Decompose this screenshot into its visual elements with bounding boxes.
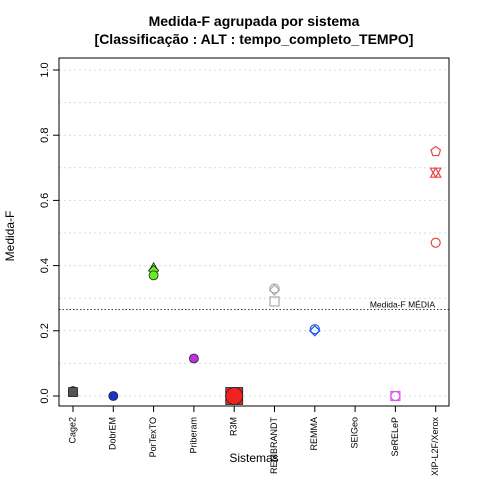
mean-reference-label: Medida-F MÉDIA (370, 300, 436, 310)
data-point-serelep (390, 390, 401, 402)
data-point-rembrandt (269, 296, 280, 307)
data-point-remma (308, 324, 321, 337)
y-tick-label: 0.8 (39, 128, 51, 143)
x-tick-label: XIP-L2F/Xerox (430, 417, 440, 477)
y-tick-label: 1.0 (39, 62, 51, 77)
chart-title: Medida-F agrupada por sistema (149, 13, 360, 29)
x-tick-label: Priberam (188, 417, 198, 454)
x-axis-label: Sistemas (229, 451, 278, 465)
y-tick-label: 0.0 (39, 388, 51, 403)
data-point-xip-l2f-xerox (430, 237, 441, 248)
data-point-rembrandt (268, 284, 281, 296)
x-tick-label: PorTexTO (148, 417, 158, 457)
x-tick-label: REMBRANDT (269, 417, 279, 475)
y-tick-label: 0.6 (39, 193, 51, 208)
x-tick-label: R3M (229, 417, 239, 436)
data-point-xip-l2f-xerox (429, 167, 442, 179)
data-point-dobrem (108, 391, 119, 401)
data-point-priberam (188, 353, 199, 364)
data-point-r3m (225, 387, 244, 405)
data-point-portexto (148, 270, 159, 281)
x-tick-label: Cage2 (67, 417, 77, 444)
x-tick-label: DobrEM (108, 417, 118, 450)
x-tick-label: REMMA (309, 417, 319, 451)
chart-subtitle: [Classificação : ALT : tempo_completo_TE… (95, 31, 414, 47)
data-point-cage2 (68, 387, 78, 397)
plot-area: 0.0 0.2 0.4 0.6 0.8 1.0 Cage2 DobrEM PorTexTO Pri… (39, 57, 450, 477)
y-axis-label: Medida-F (3, 211, 17, 262)
y-tick-label: 0.4 (39, 258, 51, 273)
x-tick-label: SeRELeP (390, 417, 400, 457)
data-point-rembrandt (269, 283, 280, 294)
data-point-xip-l2f-xerox (429, 166, 442, 178)
data-point-remma (309, 324, 320, 335)
y-tick-label: 0.2 (39, 323, 51, 338)
plot-frame (58, 57, 450, 407)
x-tick-label: SEIGeo (349, 417, 359, 449)
data-point-xip-l2f-xerox (430, 145, 442, 157)
